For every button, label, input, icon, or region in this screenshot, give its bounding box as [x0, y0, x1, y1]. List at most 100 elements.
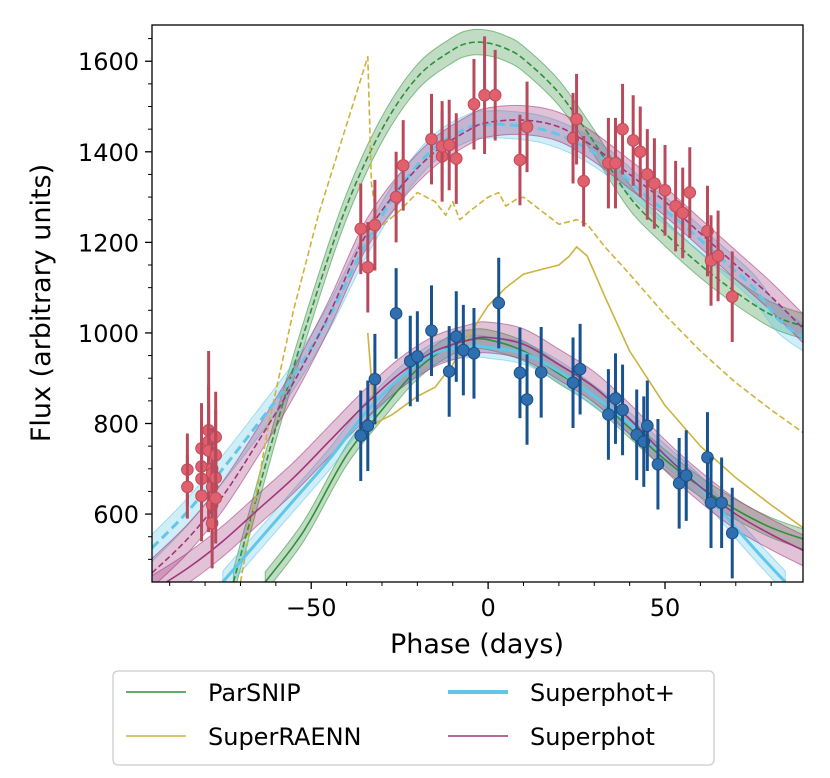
observation-blue-29: [725, 487, 739, 579]
observation-red-26: [442, 99, 456, 191]
data-point: [633, 145, 647, 159]
data-point: [658, 183, 672, 197]
observation-red-41: [641, 129, 654, 220]
data-point: [488, 88, 502, 102]
data-point: [389, 307, 403, 320]
observation-blue-12: [513, 327, 527, 419]
x-tick-label: 0: [480, 594, 495, 622]
data-point: [361, 419, 375, 433]
observation-red-23: [425, 93, 438, 185]
observation-red-35: [577, 135, 590, 227]
observation-blue-1: [361, 380, 375, 472]
legend: ParSNIP SuperRAENN Superphot+ Superphot: [112, 670, 715, 766]
axes: −50 0 50 600 800 1000 1200 1400 1600: [78, 38, 772, 622]
data-point: [725, 290, 739, 304]
line-superphot-blue: [165, 336, 803, 582]
data-point: [573, 362, 587, 376]
observation-red-42: [648, 138, 661, 229]
observation-blue-0: [354, 390, 368, 482]
observation-red-21: [389, 151, 403, 243]
observations: [181, 36, 739, 579]
data-point: [616, 122, 629, 136]
data-point: [683, 186, 697, 199]
data-point: [368, 372, 382, 386]
data-point: [616, 403, 629, 417]
observation-red-19: [361, 221, 375, 313]
observation-blue-6: [425, 285, 438, 376]
data-point: [467, 347, 481, 360]
observation-blue-16: [573, 323, 587, 415]
data-point: [425, 324, 438, 337]
observation-blue-14: [534, 327, 548, 418]
data-point: [725, 526, 739, 540]
observation-red-38: [616, 83, 629, 175]
data-point: [626, 134, 640, 147]
data-point: [209, 491, 222, 505]
observation-blue-7: [442, 326, 456, 417]
y-tick-label: 1200: [78, 229, 139, 257]
observation-red-30: [488, 49, 502, 141]
data-point: [467, 97, 481, 111]
data-point: [195, 489, 208, 503]
observation-red-43: [658, 145, 672, 236]
data-point: [425, 132, 438, 146]
band-superphot-plus-red: [152, 110, 803, 563]
line-superraenn-blue: [367, 246, 803, 529]
observation-blue-2: [368, 333, 382, 425]
observation-blue-22: [641, 380, 654, 472]
data-point: [534, 366, 548, 379]
data-point: [361, 260, 375, 274]
observation-red-46: [683, 147, 697, 238]
observation-blue-18: [609, 353, 622, 444]
y-tick-label: 1600: [78, 48, 139, 76]
legend-frame: [112, 670, 715, 766]
x-tick-label: −50: [286, 594, 337, 622]
band-parsnip-red: [232, 28, 803, 582]
line-parsnip-red: [232, 41, 803, 582]
data-point: [442, 138, 456, 152]
data-point: [704, 496, 718, 510]
data-point: [389, 190, 403, 204]
observation-red-17: [209, 452, 222, 544]
data-point: [570, 112, 583, 126]
legend-label-superphot: Superphot: [530, 723, 655, 751]
data-point: [457, 343, 470, 357]
data-point: [442, 365, 456, 378]
data-point: [641, 419, 654, 433]
observation-red-28: [467, 58, 481, 150]
data-point: [679, 469, 693, 482]
data-point: [520, 393, 534, 406]
model-lines: [152, 41, 803, 582]
data-point: [181, 480, 194, 494]
data-point: [609, 156, 622, 170]
observation-red-20: [368, 179, 382, 271]
legend-label-parsnip: ParSNIP: [208, 679, 301, 707]
observation-red-50: [725, 251, 739, 342]
observation-blue-10: [467, 308, 481, 399]
observation-red-22: [396, 120, 410, 211]
observation-red-32: [520, 81, 534, 173]
data-point: [492, 296, 506, 310]
data-point: [449, 330, 463, 343]
data-point: [513, 153, 527, 167]
data-point: [676, 206, 690, 220]
data-point: [715, 496, 728, 510]
data-point: [711, 249, 725, 263]
observation-blue-25: [679, 430, 693, 521]
observation-red-49: [711, 210, 725, 302]
observation-blue-13: [520, 354, 534, 445]
data-point: [411, 350, 424, 363]
observation-red-39: [626, 95, 640, 186]
observation-blue-5: [411, 311, 424, 402]
observation-blue-15: [566, 337, 580, 429]
observation-blue-28: [715, 457, 728, 549]
data-point: [520, 120, 534, 134]
plot-frame: [151, 24, 804, 583]
observation-red-27: [449, 113, 463, 204]
data-point: [577, 174, 590, 188]
data-point: [478, 88, 491, 102]
y-tick-label: 600: [93, 501, 139, 529]
x-tick-label: 50: [650, 594, 681, 622]
observation-blue-3: [389, 268, 403, 359]
